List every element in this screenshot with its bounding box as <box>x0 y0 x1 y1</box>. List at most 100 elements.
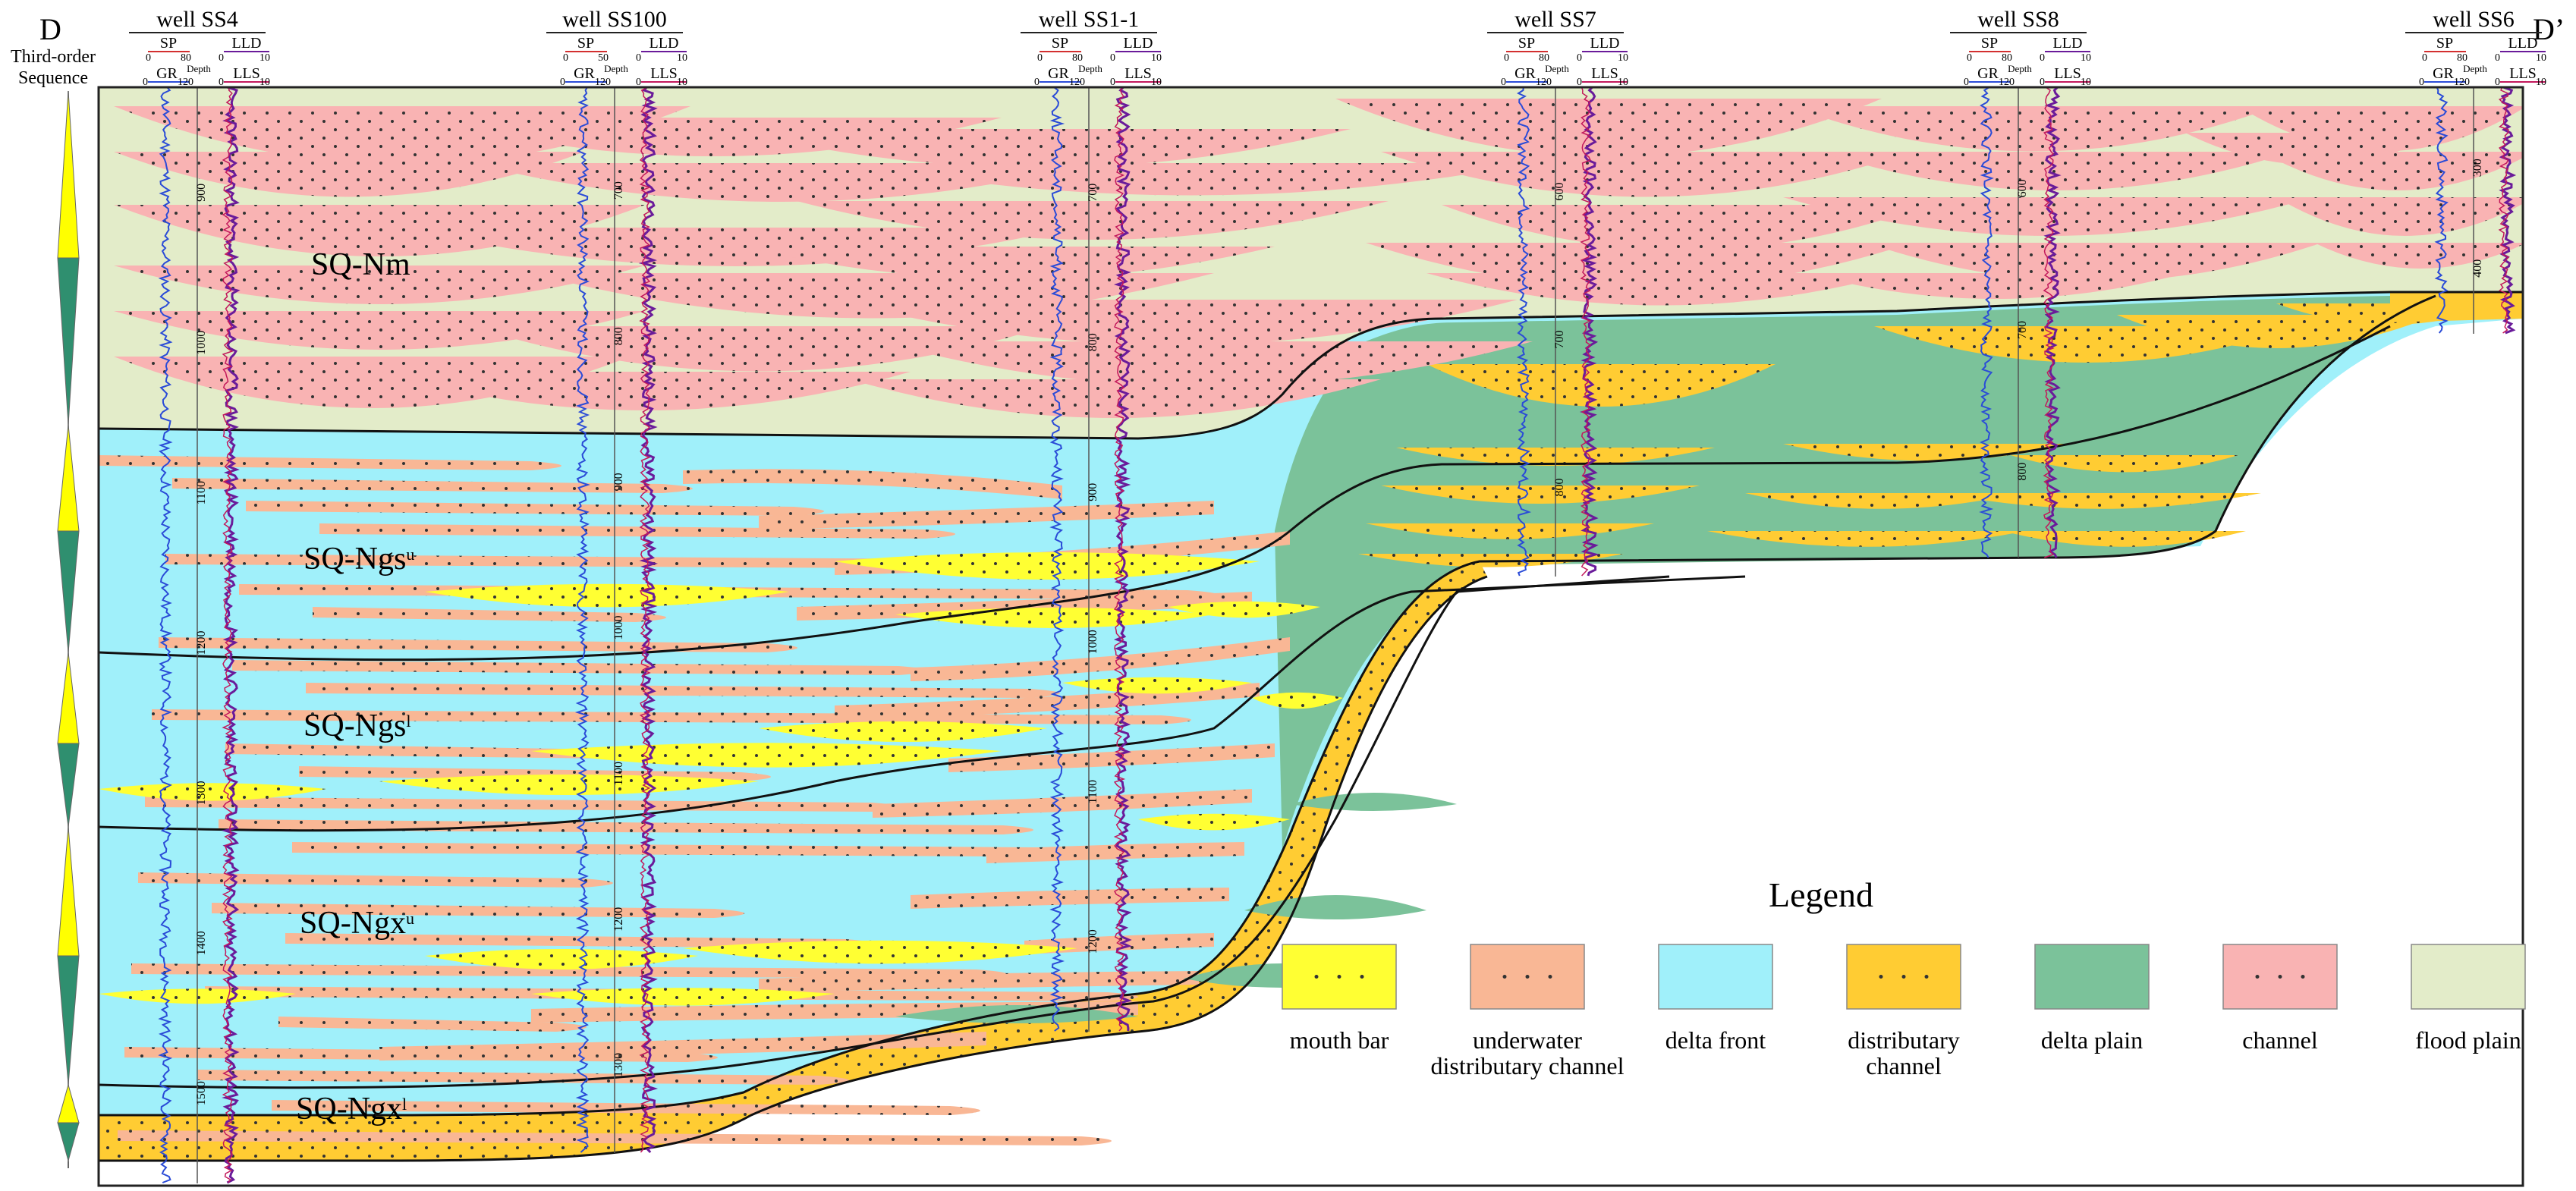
legend-label: channel <box>2242 1026 2318 1054</box>
depth-tick-label: 1300 <box>195 781 208 805</box>
lld-min: 0 <box>636 52 641 64</box>
lld-label: LLD <box>1124 35 1153 52</box>
well-header: well SS1-1 SP 0 80 LLD 0 10 GR 0 120 Depth LLS 0 10 <box>1021 7 1162 88</box>
lld-label: LLD <box>232 35 262 52</box>
depth-tick-label: 700 <box>2016 321 2029 339</box>
sequence-boundary-line <box>99 575 1746 832</box>
channel-lens-dots <box>1806 273 2185 299</box>
channel-lens-dots <box>2185 133 2443 165</box>
depth-tick-label: 700 <box>1087 184 1099 202</box>
sp-max: 80 <box>1539 52 1549 64</box>
channel-lens-dots <box>1426 273 1897 306</box>
underwater-channel-dots <box>292 842 1165 857</box>
legend-dot <box>1360 975 1364 979</box>
gr-label: GR <box>1048 65 1069 82</box>
distributary-channel-belt-dots <box>99 561 1487 1161</box>
mouth-bar-dots <box>683 940 1077 964</box>
lls-min: 0 <box>2495 77 2500 88</box>
lls-label: LLS <box>1124 65 1152 82</box>
lls-min: 0 <box>1577 77 1582 88</box>
depth-tick-label: 1000 <box>195 331 208 355</box>
depth-tick-label: 1500 <box>195 1081 208 1105</box>
well-name: well SS4 <box>156 7 238 32</box>
depth-tick-label: 1300 <box>612 1053 625 1077</box>
lls-max: 10 <box>677 77 687 88</box>
lld-min: 0 <box>2040 52 2045 64</box>
underwater-channel-dots <box>759 501 1214 530</box>
channel-lens-dots <box>744 247 1275 279</box>
lls-max: 10 <box>259 77 270 88</box>
mouth-bar-dots <box>1252 692 1343 709</box>
sp-min: 0 <box>563 52 568 64</box>
sequence-label: SQ-Ngsl <box>304 709 410 743</box>
gr-max: 120 <box>1536 77 1552 88</box>
sp-label: SP <box>1518 35 1535 52</box>
channel-lens-dots <box>114 266 645 304</box>
lls-label: LLS <box>2509 65 2537 82</box>
lls-max: 10 <box>1151 77 1162 88</box>
depth-tick-label: 1100 <box>195 481 208 504</box>
lls-min: 0 <box>2040 77 2045 88</box>
depth-tick-label: 400 <box>2471 259 2484 278</box>
well-name: well SS8 <box>1977 7 2059 32</box>
sequence-triangle <box>57 424 80 532</box>
depth-label: Depth <box>187 63 211 74</box>
mouth-bar-dots <box>1138 813 1290 831</box>
log-curve <box>1113 87 1133 1031</box>
sp-max: 80 <box>2002 52 2012 64</box>
channel-lens-dots <box>850 163 1533 196</box>
distributary-channel-dots <box>1745 493 2018 509</box>
gr-min: 0 <box>1501 77 1506 88</box>
channel-lens-dots <box>114 152 584 197</box>
depth-label: Depth <box>604 63 628 74</box>
lld-max: 10 <box>1151 52 1162 64</box>
channel-lens-dots <box>1442 205 1927 250</box>
legend-dot <box>2278 975 2282 979</box>
underwater-channel-dots <box>232 660 929 675</box>
channel-lens-dots <box>835 300 1518 345</box>
log-curve <box>639 87 651 1153</box>
distributary-channel-dots <box>1707 531 2026 547</box>
depth-tick-label: 300 <box>2471 159 2484 177</box>
legend-label: distributary channel <box>1430 1052 1624 1079</box>
channel-lens-dots <box>114 311 645 350</box>
channel-lens-dots <box>1791 106 2276 152</box>
legend-label: flood plain <box>2415 1026 2521 1054</box>
gr-min: 0 <box>1034 77 1040 88</box>
mouth-bar-dots <box>1168 601 1320 618</box>
legend-label: channel <box>1866 1052 1942 1079</box>
depth-tick-label: 1400 <box>195 931 208 955</box>
lld-min: 0 <box>2495 52 2500 64</box>
channel-lens-dots <box>797 201 1389 240</box>
channel-lens-dots <box>1821 152 2291 190</box>
lld-label: LLD <box>650 35 679 52</box>
underwater-channel-dots <box>948 743 1275 772</box>
depth-tick-label: 1000 <box>1087 630 1099 654</box>
well-header: well SS8 SP 0 80 LLD 0 10 GR 0 120 Depth LLS 0 10 <box>1950 7 2091 88</box>
gr-label: GR <box>1977 65 1999 82</box>
underwater-channel-dots <box>212 903 744 918</box>
lld-max: 10 <box>677 52 687 64</box>
depth-tick-label: 1200 <box>195 631 208 655</box>
log-curve <box>1516 87 1532 577</box>
sp-min: 0 <box>1967 52 1972 64</box>
log-curve <box>638 87 659 1154</box>
depth-tick-label: 800 <box>1087 333 1099 351</box>
underwater-channel-dots <box>986 842 1244 863</box>
sequence-triangle <box>57 743 80 828</box>
legend-dot <box>1525 975 1530 979</box>
underwater-channel-dots <box>145 797 902 812</box>
sp-label: SP <box>2436 35 2453 52</box>
ss6-distributary-channel <box>2390 292 2523 322</box>
sp-label: SP <box>1052 35 1068 52</box>
underwater-channel-dots <box>219 819 1033 834</box>
depth-label: Depth <box>1078 63 1102 74</box>
legend-swatch <box>2411 944 2526 1010</box>
sequence-label: SQ-Nm <box>311 247 410 282</box>
sequence-triangle <box>57 826 80 957</box>
lld-min: 0 <box>1110 52 1115 64</box>
log-curve <box>2043 87 2062 558</box>
log-curve <box>2043 87 2055 558</box>
legend-swatch <box>2034 944 2150 1010</box>
depth-tick-label: 700 <box>1553 331 1566 349</box>
